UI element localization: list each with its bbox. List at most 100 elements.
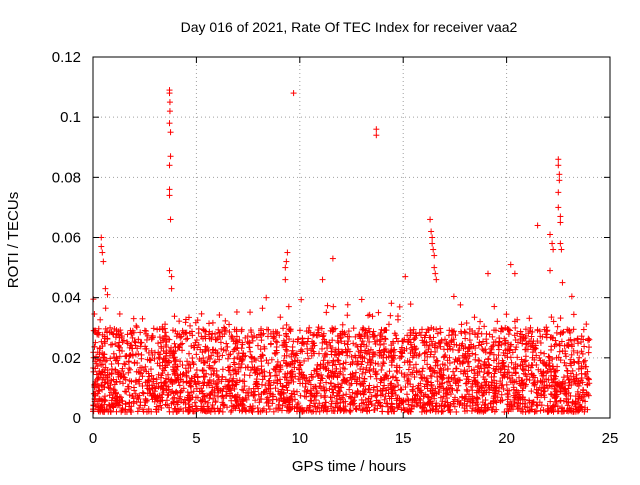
data-point	[473, 402, 480, 409]
data-point	[500, 349, 507, 356]
data-point	[464, 398, 471, 405]
data-point	[430, 405, 437, 412]
data-point	[431, 369, 438, 376]
data-point	[387, 405, 394, 412]
data-point	[142, 363, 149, 370]
data-point	[419, 337, 426, 344]
data-point	[318, 371, 325, 378]
data-point	[179, 340, 186, 347]
data-point	[311, 367, 318, 374]
data-point	[357, 381, 364, 388]
data-point	[306, 324, 313, 331]
data-point	[317, 380, 324, 387]
data-point	[478, 365, 485, 372]
data-point	[221, 331, 228, 338]
data-point	[310, 340, 317, 347]
data-point-outlier	[319, 276, 326, 283]
data-point	[158, 404, 165, 411]
data-point	[519, 358, 526, 365]
data-point	[175, 343, 182, 350]
data-point	[93, 353, 100, 360]
data-point	[280, 325, 287, 332]
data-point	[170, 408, 177, 415]
data-point	[466, 337, 473, 344]
data-point	[364, 408, 371, 415]
data-point	[166, 404, 173, 411]
data-point	[279, 386, 286, 393]
data-point	[97, 316, 104, 323]
data-point	[267, 382, 274, 389]
data-point	[124, 331, 131, 338]
data-point	[519, 340, 526, 347]
data-point	[401, 359, 408, 366]
data-point	[283, 331, 290, 338]
data-point	[459, 394, 466, 401]
data-point	[206, 376, 213, 383]
data-point	[139, 406, 146, 413]
data-point	[302, 383, 309, 390]
data-point	[533, 361, 540, 368]
data-point	[157, 397, 164, 404]
data-point	[534, 378, 541, 385]
data-point	[394, 377, 401, 384]
data-point	[242, 406, 249, 413]
data-point	[205, 354, 212, 361]
data-point	[122, 361, 129, 368]
data-point	[447, 391, 454, 398]
data-point	[311, 350, 318, 357]
data-point	[261, 343, 268, 350]
data-point	[215, 326, 222, 333]
data-point	[539, 333, 546, 340]
data-point	[426, 366, 433, 373]
data-point	[196, 388, 203, 395]
data-point	[209, 365, 216, 372]
data-point	[233, 381, 240, 388]
data-point	[474, 379, 481, 386]
data-point	[145, 408, 152, 415]
data-point	[193, 351, 200, 358]
data-point	[163, 357, 170, 364]
data-point	[256, 399, 263, 406]
data-point	[505, 408, 512, 415]
data-point	[366, 367, 373, 374]
x-tick-label: 0	[89, 430, 97, 447]
data-point	[236, 337, 243, 344]
data-point	[536, 354, 543, 361]
data-point	[224, 343, 231, 350]
data-point	[246, 344, 253, 351]
data-point	[317, 385, 324, 392]
data-point	[265, 360, 272, 367]
data-point	[176, 318, 183, 325]
data-point	[307, 387, 314, 394]
data-point	[469, 397, 476, 404]
data-point	[296, 327, 303, 334]
data-point	[267, 340, 274, 347]
data-point	[310, 332, 317, 339]
data-point	[160, 389, 167, 396]
data-point-outlier	[167, 129, 174, 136]
data-point	[402, 384, 409, 391]
data-point	[503, 311, 510, 318]
data-point	[235, 360, 242, 367]
data-point	[480, 389, 487, 396]
data-point	[476, 339, 483, 346]
data-point	[132, 390, 139, 397]
data-point	[448, 385, 455, 392]
data-point	[250, 392, 257, 399]
data-point	[407, 371, 414, 378]
data-point	[330, 407, 337, 414]
data-point-outlier	[429, 240, 436, 247]
data-point	[339, 321, 346, 328]
data-point	[283, 382, 290, 389]
data-point	[417, 371, 424, 378]
data-point	[346, 386, 353, 393]
data-point	[385, 390, 392, 397]
data-point	[398, 344, 405, 351]
data-point	[525, 408, 532, 415]
data-point	[552, 337, 559, 344]
data-point	[359, 370, 366, 377]
data-point	[154, 326, 161, 333]
data-point	[206, 395, 213, 402]
data-point	[434, 330, 441, 337]
data-point	[185, 392, 192, 399]
